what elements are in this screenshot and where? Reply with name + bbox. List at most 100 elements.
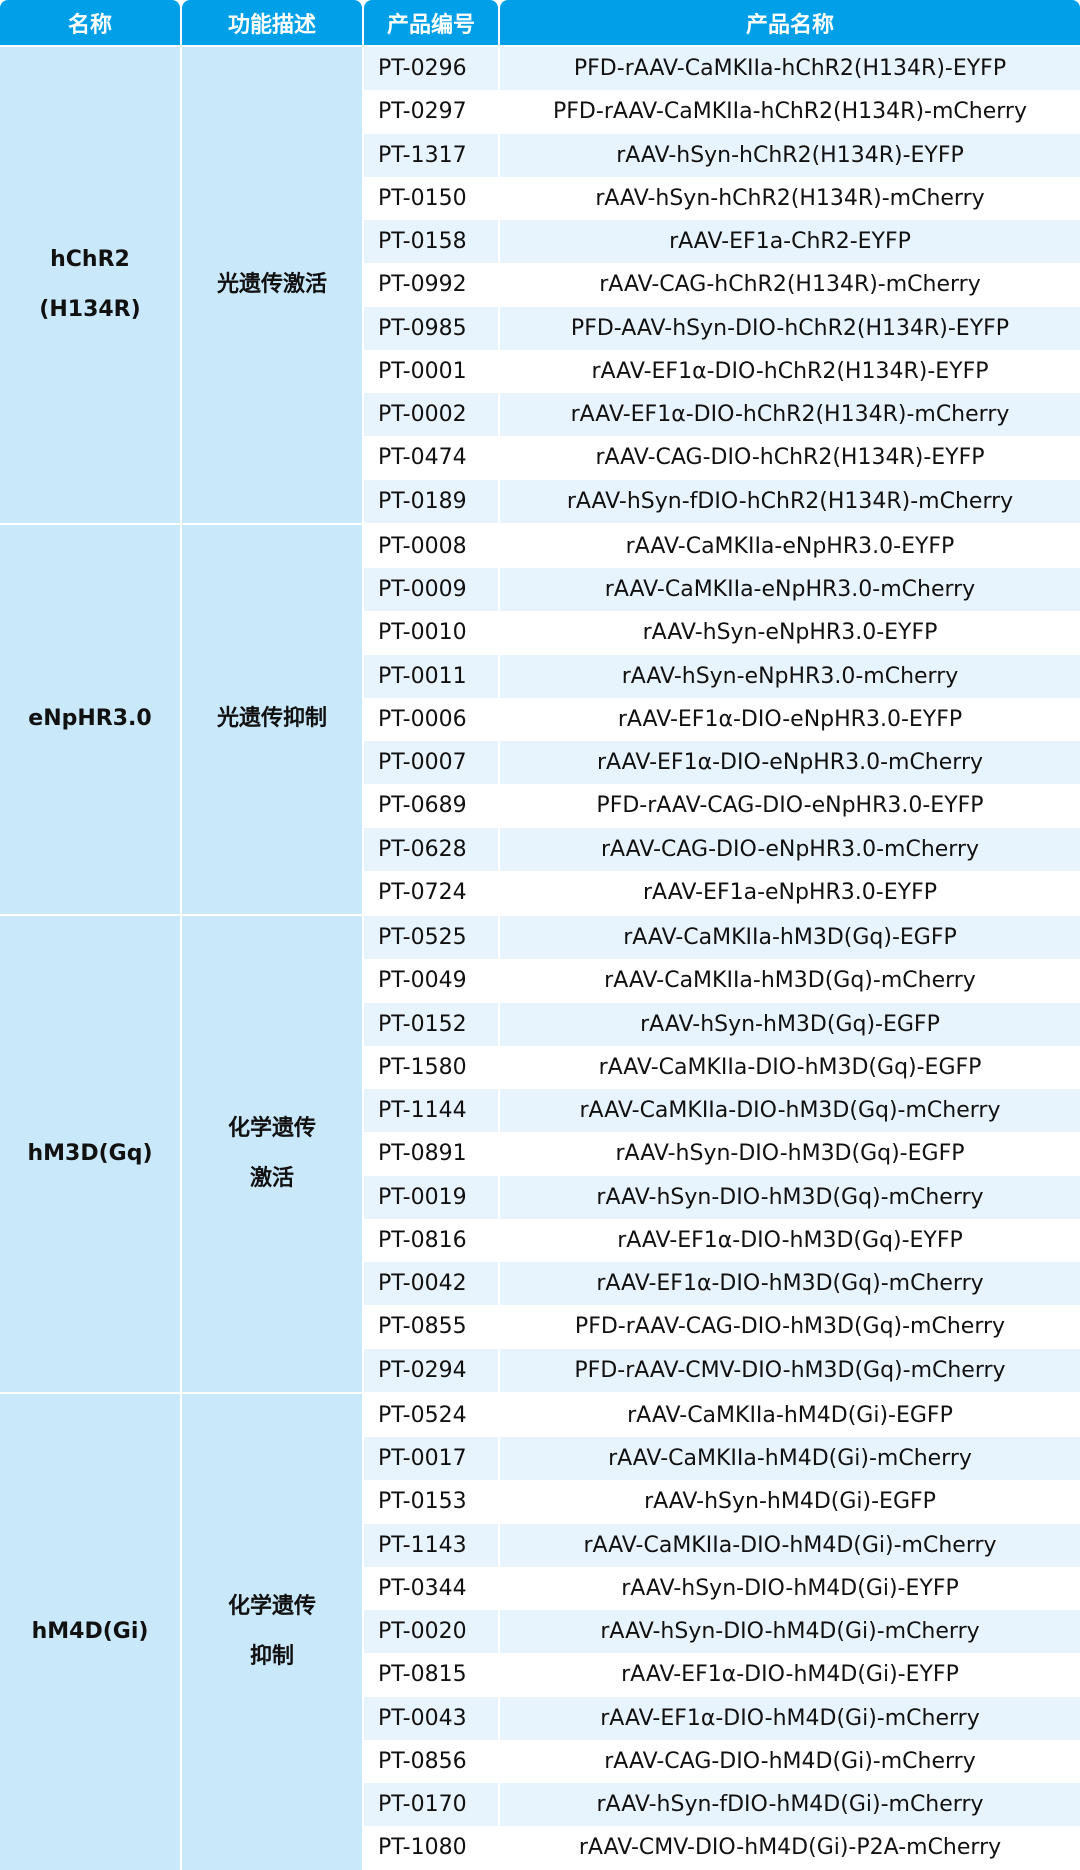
product-name-cell: rAAV-hSyn-fDIO-hM4D(Gi)-mCherry	[500, 1783, 1080, 1827]
table-row: PT-0006 rAAV-EF1α-DIO-eNpHR3.0-EYFP	[364, 697, 1080, 741]
product-code-cell: PT-0297	[364, 90, 498, 134]
product-code-cell: PT-0992	[364, 263, 498, 307]
product-name-cell: rAAV-EF1α-DIO-hM3D(Gq)-EYFP	[500, 1218, 1080, 1262]
table-row: PT-0856 rAAV-CAG-DIO-hM4D(Gi)-mCherry	[364, 1739, 1080, 1783]
table-row: PT-0153 rAAV-hSyn-hM4D(Gi)-EGFP	[364, 1480, 1080, 1524]
header-name: 名称	[0, 0, 180, 45]
product-code-cell: PT-0344	[364, 1566, 498, 1610]
product-name-cell: PFD-rAAV-CaMKIIa-hChR2(H134R)-EYFP	[500, 47, 1080, 91]
group-name-cell: hChR2 (H134R)	[0, 47, 180, 523]
group-function-cell: 光遗传抑制	[182, 524, 362, 914]
table-group: hM3D(Gq) 化学遗传 激活 PT-0525 rAAV-CaMKIIa-hM3D(…	[0, 914, 1080, 1392]
product-name-cell: rAAV-hSyn-DIO-hM4D(Gi)-mCherry	[500, 1610, 1080, 1654]
product-code-cell: PT-0689	[364, 784, 498, 828]
product-name-cell: rAAV-hSyn-DIO-hM3D(Gq)-mCherry	[500, 1175, 1080, 1219]
product-name-cell: rAAV-CAG-DIO-hChR2(H134R)-EYFP	[500, 436, 1080, 480]
product-code-cell: PT-0170	[364, 1783, 498, 1827]
product-code-cell: PT-0525	[364, 916, 498, 960]
group-function-cell: 光遗传激活	[182, 47, 362, 523]
table-row: PT-0628 rAAV-CAG-DIO-eNpHR3.0-mCherry	[364, 827, 1080, 871]
product-code-cell: PT-1080	[364, 1826, 498, 1870]
table-row: PT-1580 rAAV-CaMKIIa-DIO-hM3D(Gq)-EGFP	[364, 1045, 1080, 1089]
product-code-cell: PT-1317	[364, 133, 498, 177]
group-name-cell: hM3D(Gq)	[0, 916, 180, 1392]
product-name-cell: rAAV-EF1a-ChR2-EYFP	[500, 220, 1080, 264]
group-name-cell: eNpHR3.0	[0, 524, 180, 914]
table-row: PT-1317 rAAV-hSyn-hChR2(H134R)-EYFP	[364, 133, 1080, 177]
product-code-cell: PT-0042	[364, 1262, 498, 1306]
product-name-cell: rAAV-EF1α-DIO-hM4D(Gi)-EYFP	[500, 1653, 1080, 1697]
product-name-cell: rAAV-EF1α-DIO-eNpHR3.0-EYFP	[500, 697, 1080, 741]
product-name-cell: rAAV-CaMKIIa-hM4D(Gi)-EGFP	[500, 1393, 1080, 1437]
table-row: PT-0009 rAAV-CaMKIIa-eNpHR3.0-mCherry	[364, 568, 1080, 612]
table-row: PT-0007 rAAV-EF1α-DIO-eNpHR3.0-mCherry	[364, 741, 1080, 785]
table-row: PT-0296 PFD-rAAV-CaMKIIa-hChR2(H134R)-EYF…	[364, 47, 1080, 91]
table-row: PT-0049 rAAV-CaMKIIa-hM3D(Gq)-mCherry	[364, 959, 1080, 1003]
product-code-cell: PT-0158	[364, 220, 498, 264]
product-code-cell: PT-0007	[364, 741, 498, 785]
table-row: PT-1080 rAAV-CMV-DIO-hM4D(Gi)-P2A-mCherry	[364, 1826, 1080, 1870]
product-name-cell: PFD-rAAV-CAG-DIO-hM3D(Gq)-mCherry	[500, 1305, 1080, 1349]
product-name-cell: rAAV-CAG-DIO-eNpHR3.0-mCherry	[500, 827, 1080, 871]
group-name-cell: hM4D(Gi)	[0, 1393, 180, 1870]
table-header: 名称 功能描述 产品编号 产品名称	[0, 0, 1080, 45]
table-row: PT-0020 rAAV-hSyn-DIO-hM4D(Gi)-mCherry	[364, 1610, 1080, 1654]
group-function-cell: 化学遗传 抑制	[182, 1393, 362, 1870]
product-code-cell: PT-0474	[364, 436, 498, 480]
product-code-cell: PT-0001	[364, 349, 498, 393]
table-row: PT-0344 rAAV-hSyn-DIO-hM4D(Gi)-EYFP	[364, 1566, 1080, 1610]
table-row: PT-0297 PFD-rAAV-CaMKIIa-hChR2(H134R)-mCh…	[364, 90, 1080, 134]
product-name-cell: PFD-rAAV-CMV-DIO-hM3D(Gq)-mCherry	[500, 1348, 1080, 1392]
product-code-cell: PT-0985	[364, 306, 498, 350]
table-row: PT-0815 rAAV-EF1α-DIO-hM4D(Gi)-EYFP	[364, 1653, 1080, 1697]
product-code-cell: PT-0891	[364, 1132, 498, 1176]
product-code-cell: PT-0150	[364, 176, 498, 220]
product-code-cell: PT-1580	[364, 1045, 498, 1089]
table-group: eNpHR3.0 光遗传抑制 PT-0008 rAAV-CaMKIIa-eNpHR3.…	[0, 522, 1080, 914]
product-name-cell: rAAV-hSyn-DIO-hM3D(Gq)-EGFP	[500, 1132, 1080, 1176]
product-name-cell: rAAV-CaMKIIa-hM3D(Gq)-mCherry	[500, 959, 1080, 1003]
product-name-cell: rAAV-EF1α-DIO-hChR2(H134R)-mCherry	[500, 393, 1080, 437]
product-name-cell: rAAV-EF1α-DIO-hChR2(H134R)-EYFP	[500, 349, 1080, 393]
product-name-cell: rAAV-EF1a-eNpHR3.0-EYFP	[500, 870, 1080, 914]
product-code-cell: PT-0524	[364, 1393, 498, 1437]
product-name-cell: rAAV-CAG-hChR2(H134R)-mCherry	[500, 263, 1080, 307]
table-row: PT-0524 rAAV-CaMKIIa-hM4D(Gi)-EGFP	[364, 1393, 1080, 1437]
table-row: PT-0992 rAAV-CAG-hChR2(H134R)-mCherry	[364, 263, 1080, 307]
product-code-cell: PT-0011	[364, 654, 498, 698]
table-row: PT-0985 PFD-AAV-hSyn-DIO-hChR2(H134R)-EYF…	[364, 306, 1080, 350]
header-code: 产品编号	[364, 0, 498, 45]
product-code-cell: PT-0153	[364, 1480, 498, 1524]
product-code-cell: PT-0294	[364, 1348, 498, 1392]
table-row: PT-0158 rAAV-EF1a-ChR2-EYFP	[364, 220, 1080, 264]
table-row: PT-1143 rAAV-CaMKIIa-DIO-hM4D(Gi)-mCherry	[364, 1523, 1080, 1567]
product-name-cell: rAAV-CaMKIIa-hM4D(Gi)-mCherry	[500, 1437, 1080, 1481]
table-row: PT-0002 rAAV-EF1α-DIO-hChR2(H134R)-mCherr…	[364, 393, 1080, 437]
table-row: PT-0189 rAAV-hSyn-fDIO-hChR2(H134R)-mCher…	[364, 479, 1080, 523]
product-name-cell: rAAV-CaMKIIa-DIO-hM3D(Gq)-mCherry	[500, 1089, 1080, 1133]
table-row: PT-0150 rAAV-hSyn-hChR2(H134R)-mCherry	[364, 176, 1080, 220]
product-name-cell: rAAV-hSyn-hM4D(Gi)-EGFP	[500, 1480, 1080, 1524]
product-name-cell: rAAV-CaMKIIa-DIO-hM4D(Gi)-mCherry	[500, 1523, 1080, 1567]
product-code-cell: PT-0008	[364, 524, 498, 568]
product-code-cell: PT-1144	[364, 1089, 498, 1133]
product-name-cell: rAAV-CaMKIIa-hM3D(Gq)-EGFP	[500, 916, 1080, 960]
product-name-cell: rAAV-hSyn-eNpHR3.0-EYFP	[500, 611, 1080, 655]
product-code-cell: PT-0043	[364, 1696, 498, 1740]
product-code-cell: PT-0017	[364, 1437, 498, 1481]
product-code-cell: PT-0724	[364, 870, 498, 914]
product-name-cell: rAAV-hSyn-fDIO-hChR2(H134R)-mCherry	[500, 479, 1080, 523]
product-name-cell: rAAV-hSyn-hM3D(Gq)-EGFP	[500, 1002, 1080, 1046]
product-code-cell: PT-0152	[364, 1002, 498, 1046]
table-row: PT-0019 rAAV-hSyn-DIO-hM3D(Gq)-mCherry	[364, 1175, 1080, 1219]
product-list: PT-0296 PFD-rAAV-CaMKIIa-hChR2(H134R)-EYF…	[364, 47, 1080, 523]
product-name-cell: rAAV-EF1α-DIO-hM3D(Gq)-mCherry	[500, 1262, 1080, 1306]
table-row: PT-0525 rAAV-CaMKIIa-hM3D(Gq)-EGFP	[364, 916, 1080, 960]
product-name-cell: PFD-AAV-hSyn-DIO-hChR2(H134R)-EYFP	[500, 306, 1080, 350]
product-list: PT-0525 rAAV-CaMKIIa-hM3D(Gq)-EGFP PT-0049…	[364, 916, 1080, 1392]
product-code-cell: PT-0019	[364, 1175, 498, 1219]
product-code-cell: PT-0296	[364, 47, 498, 91]
product-name-cell: rAAV-hSyn-hChR2(H134R)-mCherry	[500, 176, 1080, 220]
table-row: PT-0294 PFD-rAAV-CMV-DIO-hM3D(Gq)-mCherry	[364, 1348, 1080, 1392]
